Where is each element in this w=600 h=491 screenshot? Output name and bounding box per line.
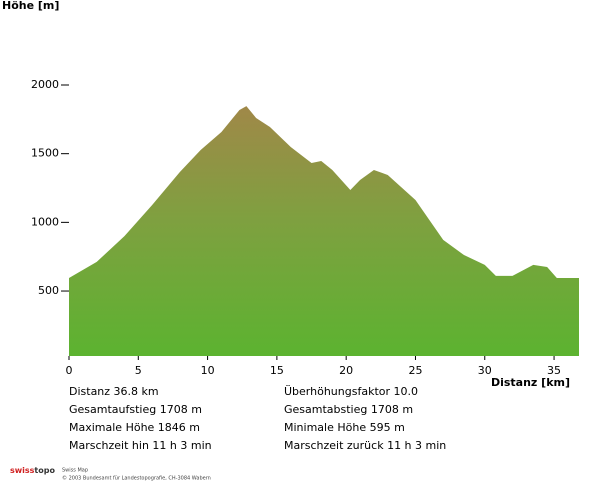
x-tick-label: 5 bbox=[135, 364, 142, 377]
x-tick-label: 35 bbox=[547, 364, 561, 377]
stat: Marschzeit zurück 11 h 3 min bbox=[284, 439, 446, 452]
y-tick-label: 1500 bbox=[31, 147, 59, 160]
y-tick-label: 2000 bbox=[31, 78, 59, 91]
x-tick-label: 10 bbox=[201, 364, 215, 377]
stat: Minimale Höhe 595 m bbox=[284, 421, 405, 434]
logo-a: swiss bbox=[10, 466, 35, 475]
x-axis-label: Distanz [km] bbox=[491, 376, 570, 389]
logo: swisstopo bbox=[10, 466, 55, 475]
y-axis-label: Höhe [m] bbox=[2, 0, 59, 12]
x-tick-label: 20 bbox=[339, 364, 353, 377]
footer-line: © 2003 Bundesamt für Landestopografie, C… bbox=[62, 475, 211, 482]
logo-b: topo bbox=[34, 466, 55, 475]
profile-area bbox=[69, 106, 579, 356]
x-tick-label: 30 bbox=[478, 364, 492, 377]
y-tick-label: 1000 bbox=[31, 215, 59, 228]
stat: Überhöhungsfaktor 10.0 bbox=[284, 385, 418, 398]
x-tick-label: 0 bbox=[66, 364, 73, 377]
x-tick-label: 25 bbox=[408, 364, 422, 377]
stat: Marschzeit hin 11 h 3 min bbox=[69, 439, 212, 452]
stat: Distanz 36.8 km bbox=[69, 385, 159, 398]
stat: Gesamtaufstieg 1708 m bbox=[69, 403, 202, 416]
stat: Maximale Höhe 1846 m bbox=[69, 421, 200, 434]
y-tick-label: 500 bbox=[38, 284, 59, 297]
x-tick-label: 15 bbox=[270, 364, 284, 377]
stat: Gesamtabstieg 1708 m bbox=[284, 403, 413, 416]
footer-line: Swiss Map bbox=[62, 468, 88, 474]
